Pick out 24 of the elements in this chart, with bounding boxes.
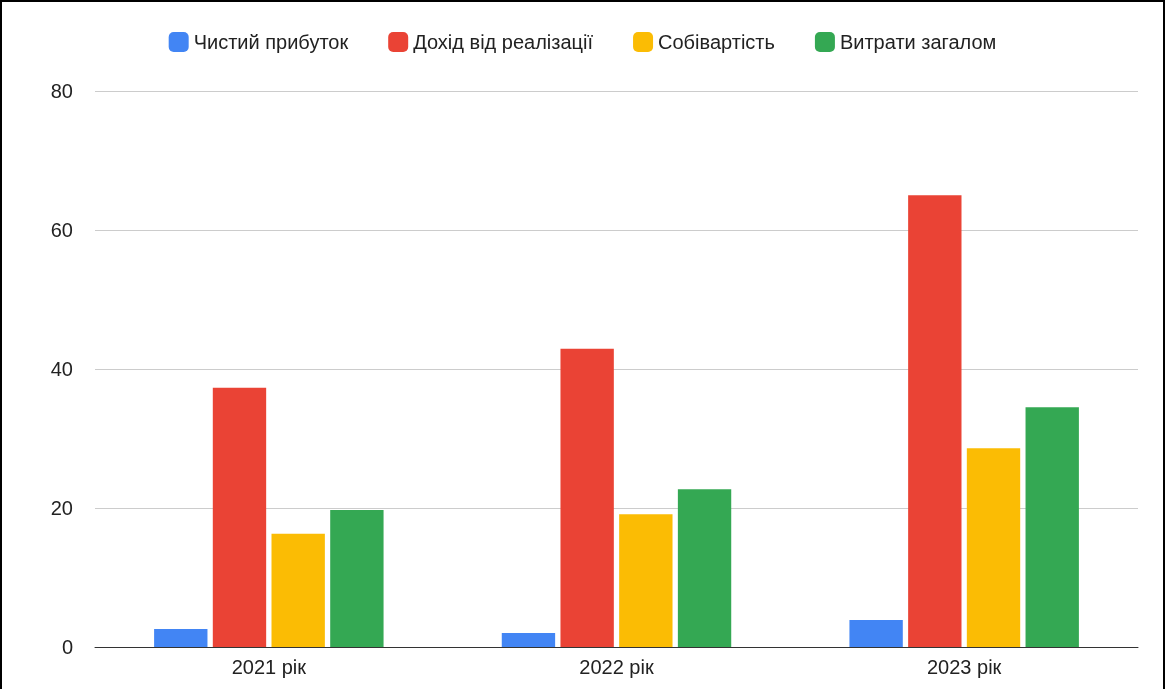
bar bbox=[677, 489, 732, 647]
bar bbox=[330, 510, 384, 647]
y-tick-label: 0 bbox=[61, 636, 73, 658]
y-tick-label: 80 bbox=[50, 80, 73, 102]
bar bbox=[271, 533, 325, 647]
bar bbox=[619, 514, 673, 647]
bar bbox=[154, 628, 208, 647]
legend-label: Витрати загалом bbox=[839, 31, 997, 53]
x-tick-label: 2021 рік bbox=[231, 656, 307, 678]
legend-label: Чистий прибуток bbox=[193, 31, 349, 53]
x-tick-label: 2023 рік bbox=[926, 656, 1002, 678]
bar bbox=[849, 619, 903, 647]
bar bbox=[212, 387, 267, 647]
bar bbox=[501, 633, 556, 647]
y-tick-label: 20 bbox=[50, 497, 73, 519]
bar bbox=[1025, 407, 1079, 647]
x-tick-label: 2022 рік bbox=[579, 656, 654, 678]
y-tick-label: 60 bbox=[50, 219, 73, 241]
bar bbox=[908, 195, 962, 647]
y-tick-label: 40 bbox=[50, 358, 73, 380]
bar bbox=[560, 348, 614, 647]
legend-label: Собівартість bbox=[658, 31, 775, 53]
bar bbox=[966, 448, 1021, 647]
legend-label: Дохід від реалізації bbox=[413, 31, 594, 53]
